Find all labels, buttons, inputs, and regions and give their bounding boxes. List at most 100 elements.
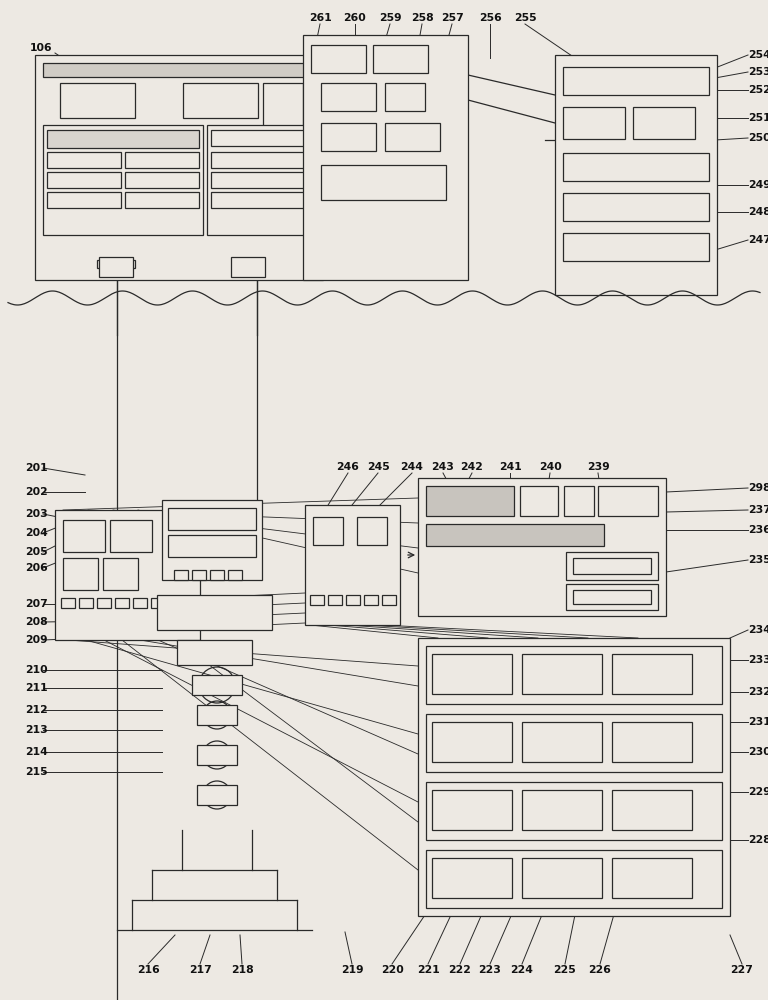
Text: 230: 230 — [748, 747, 768, 757]
Bar — [151, 598, 165, 608]
Text: 235: 235 — [748, 555, 768, 565]
Bar — [311, 45, 366, 73]
Text: 222: 222 — [449, 965, 472, 975]
Text: 241: 241 — [498, 462, 521, 472]
Text: 233: 233 — [748, 655, 768, 665]
Bar — [157, 595, 272, 630]
Bar — [432, 790, 512, 830]
Bar — [426, 850, 722, 908]
Bar — [563, 153, 709, 181]
Text: 242: 242 — [461, 462, 483, 472]
Bar — [63, 520, 105, 552]
Bar — [321, 123, 376, 151]
Bar — [310, 595, 324, 605]
Text: 204: 204 — [25, 528, 48, 538]
Bar — [47, 152, 121, 168]
Bar — [168, 535, 256, 557]
Text: 207: 207 — [25, 599, 48, 609]
Text: 244: 244 — [401, 462, 423, 472]
Bar — [522, 790, 602, 830]
Bar — [47, 172, 121, 188]
Bar — [321, 83, 376, 111]
Text: 240: 240 — [538, 462, 561, 472]
Bar — [97, 598, 111, 608]
Text: 249: 249 — [748, 180, 768, 190]
Text: 224: 224 — [511, 965, 534, 975]
Text: 236: 236 — [748, 525, 768, 535]
Text: 258: 258 — [411, 13, 433, 23]
Bar — [197, 705, 237, 725]
Bar — [382, 595, 396, 605]
Text: 206: 206 — [25, 563, 48, 573]
Bar — [418, 478, 666, 616]
Bar — [231, 257, 265, 277]
Text: 216: 216 — [137, 965, 160, 975]
Bar — [612, 654, 692, 694]
Bar — [432, 722, 512, 762]
Text: 261: 261 — [309, 13, 331, 23]
Text: 298: 298 — [748, 483, 768, 493]
Bar — [169, 598, 183, 608]
Text: 201: 201 — [25, 463, 48, 473]
Text: 245: 245 — [366, 462, 389, 472]
Text: 106: 106 — [30, 43, 53, 53]
Text: 234: 234 — [748, 625, 768, 635]
Bar — [321, 165, 446, 200]
Bar — [612, 858, 692, 898]
Text: 212: 212 — [25, 705, 48, 715]
Bar — [197, 745, 237, 765]
Bar — [385, 123, 440, 151]
Text: 219: 219 — [341, 965, 363, 975]
Bar — [192, 675, 242, 695]
Text: 223: 223 — [478, 965, 502, 975]
Text: 225: 225 — [554, 965, 576, 975]
Bar — [573, 558, 651, 574]
Text: 209: 209 — [25, 635, 48, 645]
Bar — [79, 598, 93, 608]
Bar — [418, 638, 730, 916]
Text: 205: 205 — [25, 547, 48, 557]
Bar — [177, 640, 252, 665]
Bar — [211, 192, 307, 208]
Bar — [633, 107, 695, 139]
Bar — [373, 45, 428, 73]
Text: 253: 253 — [748, 67, 768, 77]
Text: 217: 217 — [189, 965, 211, 975]
Bar — [47, 130, 199, 148]
Bar — [564, 486, 594, 516]
Text: 211: 211 — [25, 683, 48, 693]
Bar — [47, 192, 121, 208]
Bar — [35, 55, 323, 280]
Text: 257: 257 — [441, 13, 463, 23]
Bar — [43, 63, 315, 77]
Text: 215: 215 — [25, 767, 48, 777]
Text: 208: 208 — [25, 617, 48, 627]
Text: 232: 232 — [748, 687, 768, 697]
Text: 220: 220 — [381, 965, 403, 975]
Bar — [63, 558, 98, 590]
Bar — [263, 83, 303, 163]
Bar — [115, 598, 129, 608]
Text: 227: 227 — [730, 965, 753, 975]
Bar — [211, 130, 307, 146]
Bar — [99, 257, 133, 277]
Text: 203: 203 — [25, 509, 48, 519]
Bar — [103, 558, 138, 590]
Text: 243: 243 — [432, 462, 455, 472]
Bar — [133, 598, 147, 608]
Text: 260: 260 — [343, 13, 366, 23]
Bar — [522, 654, 602, 694]
Bar — [385, 83, 425, 111]
Text: 237: 237 — [748, 505, 768, 515]
Bar — [210, 570, 224, 580]
Bar — [228, 570, 242, 580]
Text: 250: 250 — [748, 133, 768, 143]
Text: 214: 214 — [25, 747, 48, 757]
Bar — [573, 590, 651, 604]
Bar — [211, 172, 307, 188]
Bar — [162, 500, 262, 580]
Bar — [313, 517, 343, 545]
Text: 259: 259 — [379, 13, 402, 23]
Bar — [364, 595, 378, 605]
Text: 210: 210 — [25, 665, 48, 675]
